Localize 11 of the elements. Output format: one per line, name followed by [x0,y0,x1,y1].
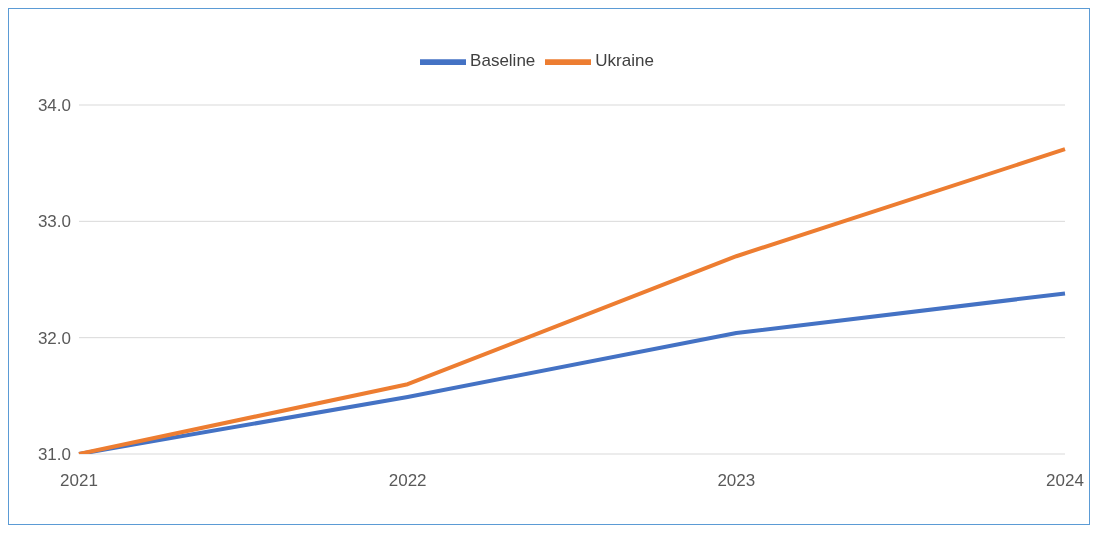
y-tick-label: 34.0 [37,96,71,116]
legend-label: Ukraine [595,51,654,71]
y-tick-label: 32.0 [37,328,71,348]
y-tick-label: 33.0 [37,212,71,232]
x-tick-label: 2021 [60,471,98,491]
legend-label: Baseline [470,51,536,71]
y-tick-label: 31.0 [37,445,71,465]
x-tick-label: 2024 [1046,471,1084,491]
line-series [77,147,1067,454]
x-tick-label: 2022 [388,471,427,491]
x-tick-label: 2023 [717,471,756,491]
